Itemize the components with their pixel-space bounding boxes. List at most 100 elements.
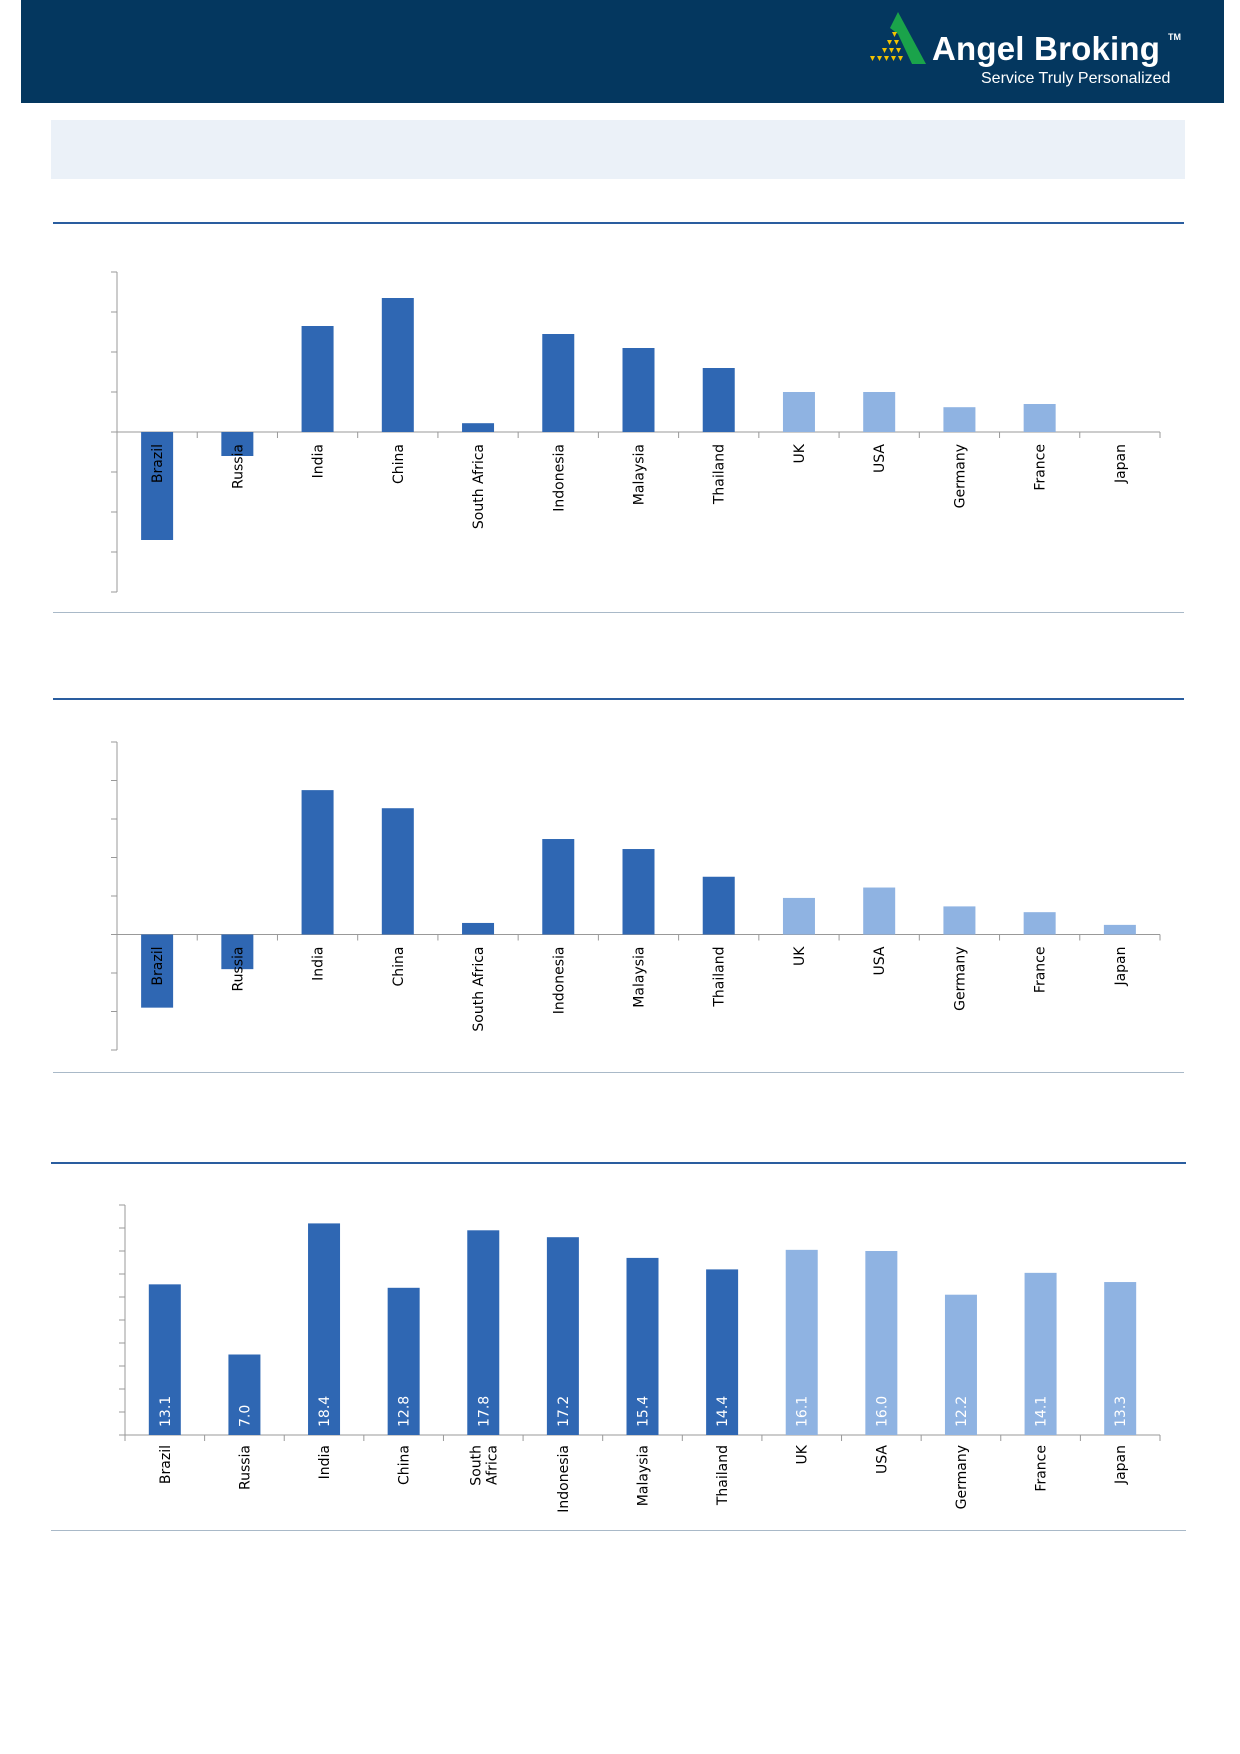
data-label: 14.4: [715, 1396, 731, 1427]
bar-thailand: [702, 368, 735, 432]
bar-malaysia: [626, 1257, 659, 1435]
data-label: 18.4: [317, 1396, 333, 1427]
x-tick-label: Malaysia: [636, 1445, 652, 1506]
bar-south-africa: [462, 922, 495, 935]
chart3-bottom-rule: [51, 1530, 1186, 1531]
data-label: 13.3: [1113, 1396, 1129, 1427]
bar-france: [1023, 404, 1056, 432]
brand-tagline: Service Truly Personalized: [981, 70, 1171, 87]
bar-brazil: [148, 1284, 181, 1435]
x-tick-label: China: [391, 444, 407, 484]
bar-germany: [944, 1294, 977, 1435]
bar-indonesia: [542, 334, 575, 432]
data-label: 15.4: [636, 1396, 652, 1427]
x-tick-label: Germany: [952, 444, 968, 508]
bar-uk: [782, 897, 815, 935]
data-label: 17.8: [476, 1396, 492, 1427]
bar-india: [301, 326, 334, 432]
bar-japan: [1103, 924, 1136, 935]
x-tick-label: Japan: [1113, 444, 1129, 484]
x-tick-label: USA: [872, 444, 888, 473]
brand-name: Angel Broking: [932, 30, 1161, 67]
x-tick-label: UK: [792, 443, 808, 463]
brand-trademark: TM: [1168, 32, 1181, 42]
bar-south-africa: [462, 423, 495, 432]
data-label: 14.1: [1034, 1396, 1050, 1427]
x-tick-label-line: Africa: [484, 1445, 500, 1485]
x-tick-label: Indonesia: [556, 1445, 572, 1513]
x-tick-label: Malaysia: [632, 947, 648, 1008]
x-tick-label: Brazil: [158, 1445, 174, 1484]
bar-japan: [1104, 1282, 1137, 1435]
bar-india: [301, 790, 334, 935]
bar-thailand: [702, 876, 735, 935]
x-tick-label: UK: [792, 946, 808, 966]
x-tick-label: Russia: [230, 947, 246, 992]
x-tick-label: Japan: [1113, 947, 1129, 987]
chart-1: Brazil Russia India China South Africa Indone…: [111, 271, 1161, 593]
bar-china: [387, 1287, 420, 1435]
bar-brazil: [141, 432, 174, 540]
bar-thailand: [706, 1269, 739, 1435]
bar-russia: [221, 432, 254, 456]
x-tick-label: France: [1034, 1445, 1050, 1492]
bar-russia: [228, 1354, 261, 1435]
x-tick-label: India: [311, 444, 327, 478]
data-label: 12.8: [397, 1396, 413, 1427]
x-tick-label: Thailand: [712, 947, 728, 1008]
bar-malaysia: [622, 348, 655, 432]
bar-usa: [863, 887, 896, 935]
chart3-top-rule: [51, 1162, 1186, 1164]
bar-russia: [221, 934, 254, 970]
chart2-top-rule: [53, 698, 1184, 700]
data-label: 7.0: [237, 1405, 253, 1427]
bar-india: [308, 1223, 341, 1435]
x-tick-label: Russia: [230, 444, 246, 489]
bar-uk: [785, 1249, 818, 1435]
bar-china: [381, 298, 414, 432]
x-tick-label: China: [397, 1445, 413, 1485]
data-label: 16.0: [874, 1396, 890, 1427]
brand-logo: Angel Broking TM Service Truly Personali…: [868, 6, 1188, 94]
data-label: 13.1: [158, 1396, 174, 1427]
x-tick-label: India: [317, 1445, 333, 1479]
x-tick-label: Thailand: [715, 1445, 731, 1506]
x-tick-label: Japan: [1113, 1445, 1129, 1485]
bar-indonesia: [542, 839, 575, 935]
chart2-bottom-rule: [53, 1072, 1184, 1073]
x-tick-label: Malaysia: [632, 444, 648, 505]
x-tick-label: USA: [874, 1445, 890, 1474]
x-tick-label: Indonesia: [551, 947, 567, 1015]
data-label: 17.2: [556, 1396, 572, 1427]
bar-brazil: [141, 934, 174, 1008]
x-tick-label: Brazil: [150, 947, 166, 986]
x-tick-label: Brazil: [150, 444, 166, 483]
chart-2: Brazil Russia India China South Africa Indone…: [111, 741, 1161, 1051]
chart1-top-rule: [53, 222, 1184, 224]
x-tick-label: Germany: [952, 947, 968, 1011]
bar-france: [1024, 1272, 1057, 1435]
chart-3: Brazil 13.1 Russia 7.0 India 18.4 China 12.8 Sou…: [119, 1204, 1161, 1513]
x-tick-label: France: [1033, 947, 1049, 994]
data-label: 16.1: [795, 1396, 811, 1427]
bar-south-africa: [467, 1230, 500, 1435]
x-tick-label: South Africa: [471, 444, 487, 529]
x-tick-label: Germany: [954, 1445, 970, 1509]
bar-germany: [943, 906, 976, 935]
bar-usa: [863, 392, 896, 432]
x-tick-label-line: South: [468, 1445, 484, 1486]
bar-indonesia: [546, 1237, 579, 1435]
x-tick-label: Thailand: [712, 444, 728, 505]
bar-france: [1023, 912, 1056, 935]
x-tick-label: France: [1033, 444, 1049, 491]
x-tick-label: Russia: [237, 1445, 253, 1490]
page-header: Angel Broking TM Service Truly Personali…: [21, 0, 1224, 103]
x-tick-label: China: [391, 947, 407, 987]
x-tick-label: USA: [872, 946, 888, 975]
x-tick-label: UK: [795, 1444, 811, 1464]
x-tick-label: South Africa: [471, 947, 487, 1032]
bar-uk: [782, 392, 815, 432]
x-tick-label: Indonesia: [551, 444, 567, 512]
x-tick-label: India: [311, 947, 327, 981]
data-label: 12.2: [954, 1396, 970, 1427]
